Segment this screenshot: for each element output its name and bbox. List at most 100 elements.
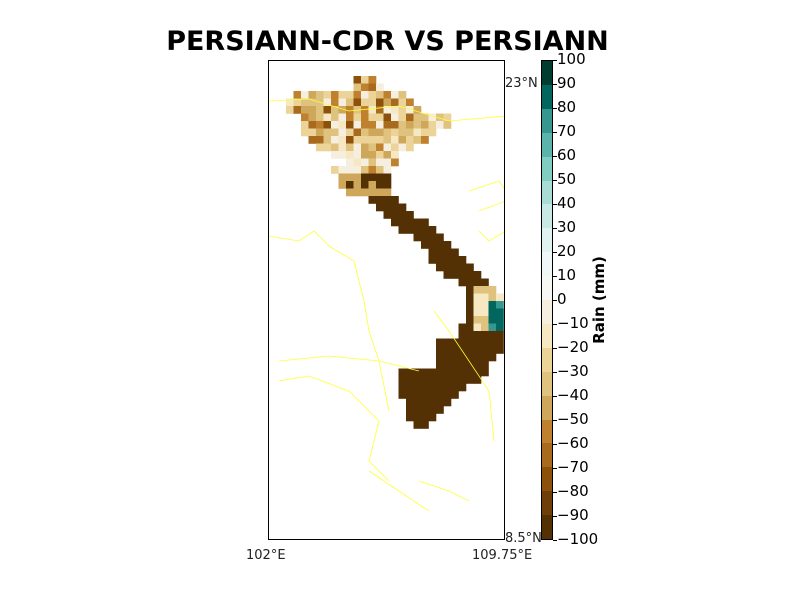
colorbar-tick-label: −60 [557, 434, 589, 452]
grid-cell [428, 368, 437, 377]
grid-cell [308, 136, 317, 144]
grid-cell [398, 91, 407, 99]
colorbar-segment [542, 395, 552, 420]
grid-cell [473, 271, 482, 279]
grid-cell [443, 368, 452, 377]
grid-cell [398, 218, 407, 227]
grid-cell [451, 391, 459, 399]
grid-cell [391, 136, 399, 144]
grid-cell [353, 143, 362, 152]
grid-cell [473, 323, 482, 332]
grid-cell [428, 391, 437, 399]
grid-cell [361, 106, 369, 114]
grid-cell [383, 121, 392, 129]
grid-cell [428, 413, 437, 422]
colorbar-tick-label: 80 [557, 98, 577, 116]
grid-cell [338, 173, 347, 182]
grid-cell [361, 136, 369, 144]
grid-cell [436, 406, 444, 414]
grid-cell [383, 128, 392, 137]
colorbar-tick-label: 50 [557, 170, 577, 188]
grid-cell [406, 218, 414, 227]
grid-cell [488, 301, 497, 309]
grid-cell [488, 323, 497, 332]
grid-cell [383, 181, 392, 189]
grid-cell [428, 256, 437, 264]
colorbar-tickmark [553, 132, 557, 133]
grid-cell [338, 181, 347, 189]
grid-cell [488, 316, 497, 324]
colorbar-tick-label: 60 [557, 146, 577, 164]
grid-cell [451, 361, 459, 369]
grid-cell [346, 166, 354, 174]
colorbar-segment [542, 276, 552, 301]
colorbar-segment [542, 491, 552, 516]
border-line [278, 375, 390, 482]
colorbar-segment [542, 467, 552, 492]
grid-cell [346, 173, 354, 182]
grid-cell [428, 128, 437, 137]
grid-cell [368, 91, 377, 99]
grid-cell [383, 158, 392, 167]
colorbar-tickmark [553, 276, 557, 277]
grid-cell [436, 376, 444, 384]
grid-cell [368, 98, 377, 107]
grid-cell [413, 383, 422, 392]
grid-cell [308, 113, 317, 122]
grid-cell [428, 406, 437, 414]
grid-cell [451, 383, 459, 392]
grid-cell [443, 361, 452, 369]
grid-cell [443, 346, 452, 354]
grid-cell [376, 121, 384, 129]
colorbar-tickmark [553, 372, 557, 373]
grid-cell [451, 256, 459, 264]
grid-cell [481, 286, 489, 294]
grid-cell [353, 181, 362, 189]
grid-cell [428, 226, 437, 234]
grid-cell [496, 316, 504, 324]
grid-cell [406, 391, 414, 399]
grid-cell [466, 293, 474, 302]
grid-cell [473, 301, 482, 309]
colorbar-tickmark [553, 204, 557, 205]
grid-cell [361, 173, 369, 182]
grid-cell [368, 181, 377, 189]
grid-cell [308, 121, 317, 129]
grid-cell [406, 398, 414, 407]
grid-cell [406, 413, 414, 422]
colorbar-segment [542, 132, 552, 158]
grid-cell [361, 83, 369, 92]
grid-cell [346, 143, 354, 152]
grid-cell [413, 233, 422, 242]
grid-cell [481, 323, 489, 332]
colorbar-tick-label: −100 [557, 530, 599, 548]
grid-cell [376, 136, 384, 144]
grid-cell [413, 136, 422, 144]
grid-cell [436, 368, 444, 377]
grid-cell [466, 308, 474, 317]
grid-cell [406, 376, 414, 384]
grid-cell [361, 181, 369, 189]
grid-cell [398, 376, 407, 384]
lon-right-label: 109.75°E [472, 548, 533, 563]
grid-cell [481, 308, 489, 317]
grid-cell [383, 151, 392, 159]
grid-cell [338, 121, 347, 129]
border-line [478, 230, 504, 242]
colorbar-tick-label: −80 [557, 482, 589, 500]
grid-cell [406, 128, 414, 137]
grid-cell [436, 338, 444, 347]
grid-cell [421, 376, 429, 384]
grid-cell [496, 308, 504, 317]
grid-cell [376, 83, 384, 92]
grid-cell [436, 241, 444, 249]
colorbar-tickmark [553, 324, 557, 325]
colorbar-segment [542, 300, 552, 325]
grid-cell [473, 353, 482, 362]
grid-cell [421, 383, 429, 392]
border-line [269, 98, 504, 122]
grid-cell [383, 91, 392, 99]
grid-cell [353, 158, 362, 167]
colorbar-tick-label: 100 [557, 50, 586, 68]
grid-cell [301, 91, 309, 99]
